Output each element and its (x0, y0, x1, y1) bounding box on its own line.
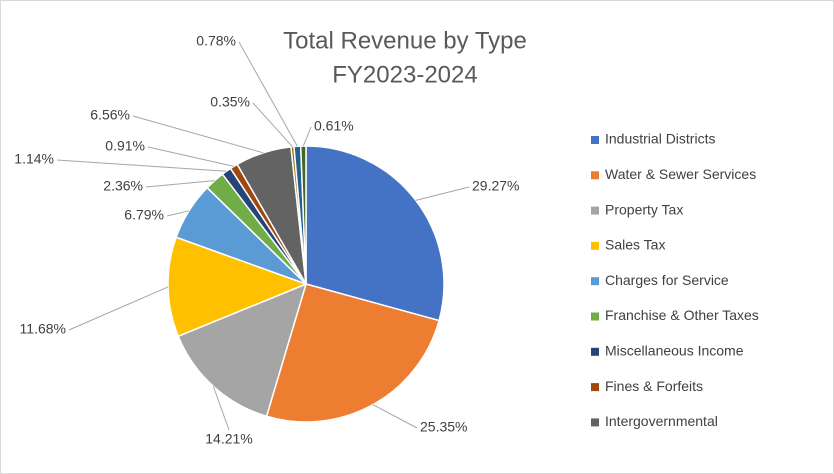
data-label: 14.21% (205, 431, 252, 447)
leader-line (212, 386, 230, 431)
leader-line (166, 210, 190, 217)
legend-label: Franchise & Other Taxes (605, 307, 759, 323)
legend-swatch (591, 418, 599, 427)
chart-subtitle: FY2023-2024 (332, 61, 477, 88)
legend-label: Property Tax (605, 201, 683, 217)
legend-label: Water & Sewer Services (605, 166, 756, 182)
legend-swatch (591, 241, 599, 250)
legend-label: Sales Tax (605, 237, 665, 253)
legend-swatch (591, 383, 599, 392)
leader-line (238, 41, 298, 147)
legend-label: Fines & Forfeits (605, 378, 703, 394)
legend-swatch (591, 171, 599, 180)
data-label: 6.56% (90, 107, 130, 123)
data-label: 0.91% (105, 138, 145, 154)
legend-swatch (591, 312, 599, 321)
legend-swatch (591, 277, 599, 286)
data-label: 25.35% (420, 419, 467, 435)
pie-slice (177, 282, 308, 418)
data-label: 0.78% (196, 33, 236, 49)
leader-line (145, 180, 215, 188)
leader-line (302, 126, 312, 147)
chart-title: Total Revenue by Type (283, 27, 527, 54)
legend-swatch (591, 347, 599, 356)
leader-line (372, 404, 418, 429)
legend-label: Charges for Service (605, 272, 729, 288)
data-label: 6.79% (124, 207, 164, 223)
legend-label: Intergovernmental (605, 413, 718, 429)
leader-line (56, 159, 227, 172)
data-label: 11.68% (20, 321, 66, 337)
leader-line (68, 286, 169, 331)
leader-line (132, 115, 264, 154)
legend-label: Industrial Districts (605, 131, 715, 147)
legend-label: Miscellaneous Income (605, 343, 744, 359)
data-label: 29.27% (472, 178, 519, 194)
data-label: 1.14% (14, 151, 54, 167)
data-label: 0.61% (314, 118, 354, 134)
legend-swatch (591, 206, 599, 215)
leader-line (252, 102, 293, 148)
leader-line (147, 146, 234, 167)
data-label: 2.36% (103, 178, 143, 194)
legend-swatch (591, 136, 599, 144)
data-label: 0.35% (210, 94, 250, 110)
pie-slice (265, 283, 440, 423)
leader-line (415, 186, 470, 201)
pie-slice (167, 236, 309, 338)
